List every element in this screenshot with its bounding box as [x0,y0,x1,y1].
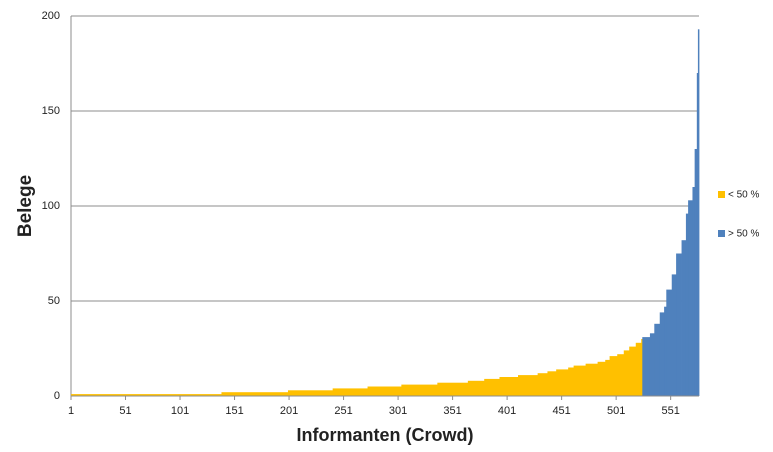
area-step [671,274,677,396]
area-step [697,29,700,397]
legend-swatch [718,230,725,237]
y-tick-label: 100 [42,200,60,212]
y-tick-label: 200 [42,10,60,22]
area-step [437,382,469,396]
area-step [547,371,557,396]
x-tick-label: 201 [280,405,298,417]
area-step [287,390,334,396]
area-step [556,369,569,396]
area-step [221,392,289,396]
area-step [664,306,667,396]
area-step [649,333,655,396]
legend-label: > 50 % [728,229,760,240]
area-step [688,200,693,396]
area-step [518,375,539,396]
area-step [537,373,548,396]
area-step [666,289,673,396]
area-step [484,378,500,396]
legend-swatch [718,191,725,198]
area-step [685,213,689,396]
area-step [641,339,643,396]
x-tick-label: 501 [607,405,625,417]
y-tick-label: 0 [54,390,60,402]
x-tick-label: 51 [119,405,131,417]
area-step [573,365,587,396]
x-tick-label: 151 [225,405,243,417]
area-step [367,386,402,396]
legend-label: < 50 % [728,190,760,201]
area-step [467,380,485,396]
area-step [401,384,438,396]
area-step [676,253,682,396]
area-step [681,240,687,396]
area-step [623,350,630,396]
y-tick-label: 50 [48,295,60,307]
area-step [635,342,642,396]
area-step [642,337,651,396]
area-step [568,367,575,396]
area-step [654,323,661,396]
area-step [605,359,610,396]
area-step [597,361,606,396]
y-tick-label: 150 [42,105,60,117]
x-tick-label: 251 [334,405,352,417]
area-step [617,354,625,396]
x-tick-label: 351 [443,405,461,417]
area-step [629,346,637,396]
area-step [696,73,699,396]
area-step [585,363,599,396]
area-step [609,356,618,396]
x-tick-label: 551 [661,405,679,417]
x-tick-label: 1 [68,405,74,417]
area-step [499,377,519,396]
area-step [659,312,665,396]
area-step [71,394,222,396]
y-axis-title: Belege [15,175,36,237]
area-step [692,187,696,396]
area-step [332,388,368,396]
x-tick-label: 301 [389,405,407,417]
x-tick-label: 451 [552,405,570,417]
x-tick-label: 401 [498,405,516,417]
area-step [694,149,698,396]
x-tick-label: 101 [171,405,189,417]
x-axis-title: Informanten (Crowd) [297,425,474,445]
